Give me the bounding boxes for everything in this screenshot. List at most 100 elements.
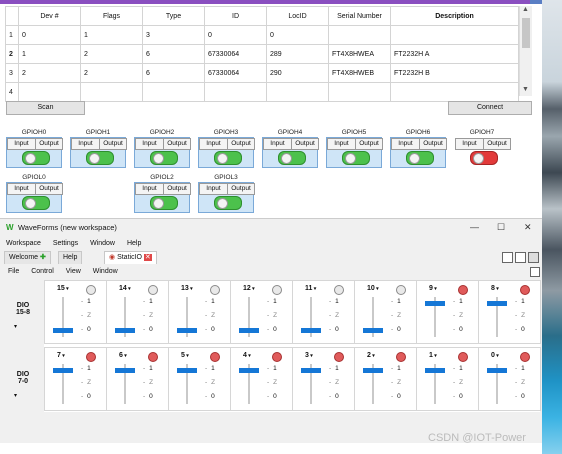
dio-channel-name[interactable]: 8 ▾ xyxy=(491,285,499,292)
connect-button[interactable]: Connect xyxy=(448,101,532,115)
dio-slider-thumb[interactable] xyxy=(363,328,383,333)
gpio-toggle-switch[interactable] xyxy=(214,196,242,210)
minimize-icon[interactable]: — xyxy=(470,222,479,232)
gpio-input-button[interactable]: Input xyxy=(263,138,292,150)
gpio-toggle-switch[interactable] xyxy=(22,196,50,210)
dio-slider-track[interactable] xyxy=(310,297,312,337)
gpio-toggle-switch[interactable] xyxy=(406,151,434,165)
scroll-up-icon[interactable]: ▲ xyxy=(522,6,529,13)
dio-slider-track[interactable] xyxy=(186,297,188,337)
dio-slider-track[interactable] xyxy=(124,297,126,337)
dio-channel-name[interactable]: 3 ▾ xyxy=(305,352,313,359)
gpio-output-button[interactable]: Output xyxy=(355,138,383,150)
menu-workspace[interactable]: Workspace xyxy=(6,240,41,247)
dio-channel-name[interactable]: 11 ▾ xyxy=(305,285,317,292)
dio-slider-thumb[interactable] xyxy=(239,368,259,373)
gpio-output-button[interactable]: Output xyxy=(291,138,319,150)
column-header-serial[interactable]: Serial Number xyxy=(328,6,391,26)
dio-slider-track[interactable] xyxy=(372,364,374,404)
scan-button[interactable]: Scan xyxy=(6,101,85,115)
settings-icon[interactable] xyxy=(528,252,539,263)
dio-channel-name[interactable]: 0 ▾ xyxy=(491,352,499,359)
table-row[interactable]: 1 0 1 3 0 0 xyxy=(5,25,519,45)
dio-slider-track[interactable] xyxy=(124,364,126,404)
dio-slider-track[interactable] xyxy=(496,297,498,337)
dio-slider-thumb[interactable] xyxy=(177,328,197,333)
column-header-description[interactable]: Description xyxy=(390,6,519,26)
dio-slider-thumb[interactable] xyxy=(487,368,507,373)
dio-channel-name[interactable]: 12 ▾ xyxy=(243,285,255,292)
dio-slider-thumb[interactable] xyxy=(301,368,321,373)
gpio-input-button[interactable]: Input xyxy=(135,138,164,150)
dio-channel-name[interactable]: 1 ▾ xyxy=(429,352,437,359)
dio-slider-track[interactable] xyxy=(310,364,312,404)
dio-slider-track[interactable] xyxy=(62,364,64,404)
table-scrollbar[interactable]: ▲ ▼ xyxy=(519,6,532,96)
layout-icon[interactable] xyxy=(515,252,526,263)
panel-settings-icon[interactable] xyxy=(530,267,540,277)
gpio-input-button[interactable]: Input xyxy=(199,138,228,150)
plus-icon[interactable]: ✚ xyxy=(40,254,46,261)
menu-control[interactable]: Control xyxy=(31,268,54,275)
tab-staticio[interactable]: ◉ StaticIO ✕ xyxy=(104,251,157,264)
dio-channel-name[interactable]: 13 ▾ xyxy=(181,285,193,292)
menu-settings[interactable]: Settings xyxy=(52,240,79,247)
gpio-input-button[interactable]: Input xyxy=(391,138,420,150)
menu-window[interactable]: Window xyxy=(90,240,115,247)
gpio-toggle-switch[interactable] xyxy=(214,151,242,165)
dio-channel-name[interactable]: 4 ▾ xyxy=(243,352,251,359)
close-icon[interactable]: ✕ xyxy=(143,254,152,261)
gpio-toggle-switch[interactable] xyxy=(150,196,178,210)
dio-slider-thumb[interactable] xyxy=(487,301,507,306)
dio-channel-name[interactable]: 2 ▾ xyxy=(367,352,375,359)
maximize-icon[interactable]: ☐ xyxy=(497,222,506,232)
gpio-output-button[interactable]: Output xyxy=(227,138,255,150)
gpio-toggle-switch[interactable] xyxy=(342,151,370,165)
dio-slider-track[interactable] xyxy=(434,297,436,337)
gpio-input-button[interactable]: Input xyxy=(7,138,36,150)
gpio-output-button[interactable]: Output xyxy=(227,183,255,195)
dio-slider-track[interactable] xyxy=(496,364,498,404)
gpio-input-button[interactable]: Input xyxy=(455,138,484,150)
dio-slider-thumb[interactable] xyxy=(425,301,445,306)
dio-slider-thumb[interactable] xyxy=(363,368,383,373)
gpio-output-button[interactable]: Output xyxy=(163,183,191,195)
gpio-toggle-switch[interactable] xyxy=(278,151,306,165)
gpio-toggle-switch[interactable] xyxy=(150,151,178,165)
scroll-down-icon[interactable]: ▼ xyxy=(522,86,529,93)
dio-channel-name[interactable]: 9 ▾ xyxy=(429,285,437,292)
table-row[interactable]: 3 2 2 6 67330064 290 FT4X8HWEB FT2232H B xyxy=(5,63,519,83)
gpio-output-button[interactable]: Output xyxy=(35,138,63,150)
dio-channel-name[interactable]: 15 ▾ xyxy=(57,285,69,292)
gpio-input-button[interactable]: Input xyxy=(327,138,356,150)
dio-channel-name[interactable]: 6 ▾ xyxy=(119,352,127,359)
gpio-output-button[interactable]: Output xyxy=(419,138,447,150)
dio-channel-name[interactable]: 5 ▾ xyxy=(181,352,189,359)
dio-slider-thumb[interactable] xyxy=(53,328,73,333)
column-header-flags[interactable]: Flags xyxy=(80,6,143,26)
gpio-input-button[interactable]: Input xyxy=(7,183,36,195)
gpio-output-button[interactable]: Output xyxy=(35,183,63,195)
gpio-output-button[interactable]: Output xyxy=(99,138,127,150)
gpio-input-button[interactable]: Input xyxy=(135,183,164,195)
dio-slider-track[interactable] xyxy=(372,297,374,337)
column-header-dev[interactable]: Dev # xyxy=(18,6,81,26)
tab-welcome[interactable]: Welcome ✚ xyxy=(4,251,51,264)
dio-slider-thumb[interactable] xyxy=(239,328,259,333)
close-icon[interactable]: ✕ xyxy=(524,222,532,232)
dio-slider-thumb[interactable] xyxy=(115,368,135,373)
dio-slider-thumb[interactable] xyxy=(425,368,445,373)
dio-slider-track[interactable] xyxy=(248,297,250,337)
dio-slider-thumb[interactable] xyxy=(301,328,321,333)
column-header-id[interactable]: ID xyxy=(204,6,267,26)
gpio-toggle-switch[interactable] xyxy=(470,151,498,165)
dio-slider-track[interactable] xyxy=(186,364,188,404)
column-header-type[interactable]: Type xyxy=(142,6,205,26)
gpio-toggle-switch[interactable] xyxy=(22,151,50,165)
scrollbar-thumb[interactable] xyxy=(522,18,530,48)
dio-slider-thumb[interactable] xyxy=(115,328,135,333)
gpio-input-button[interactable]: Input xyxy=(71,138,100,150)
dio-channel-name[interactable]: 7 ▾ xyxy=(57,352,65,359)
menu-help[interactable]: Help xyxy=(126,240,142,247)
menu-file[interactable]: File xyxy=(8,268,20,275)
